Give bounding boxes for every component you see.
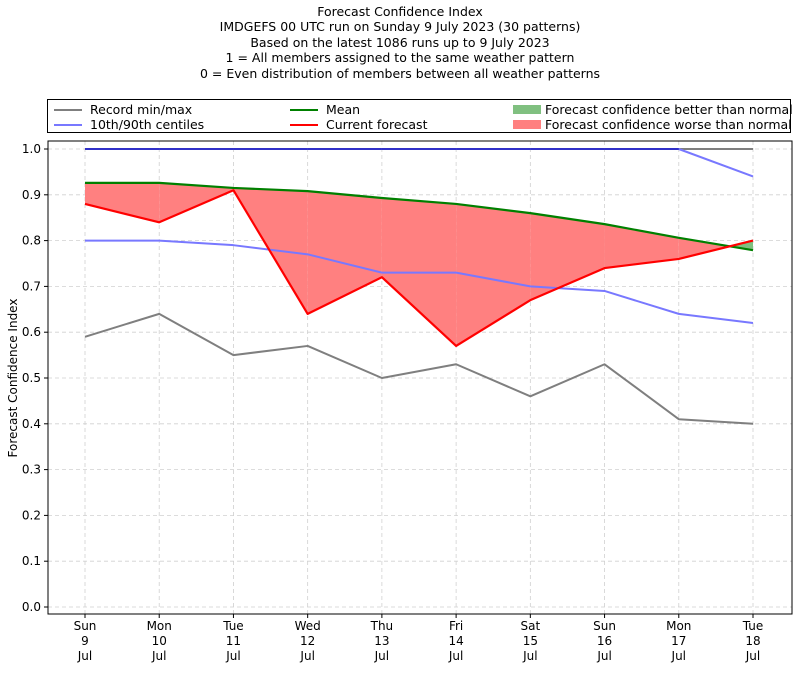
x-tick-label: Fri — [449, 619, 463, 633]
legend-swatch-record — [54, 108, 82, 111]
chart-title-block: Forecast Confidence Index IMDGEFS 00 UTC… — [0, 4, 800, 81]
x-tick-label: Jul — [374, 649, 389, 663]
legend-label-record: Record min/max — [90, 102, 193, 117]
x-tick-label: Jul — [151, 649, 166, 663]
y-tick-label: 0.2 — [22, 508, 41, 522]
x-tick-label: Tue — [222, 619, 244, 633]
x-tick-label: Sun — [74, 619, 97, 633]
legend-item-record: Record min/max — [54, 102, 192, 117]
x-tick-label: Sun — [593, 619, 616, 633]
legend-label-better: Forecast confidence better than normal — [545, 102, 793, 117]
y-tick-label: 0.9 — [22, 188, 41, 202]
centile-90-line — [85, 148, 754, 178]
x-tick-label: Jul — [745, 649, 760, 663]
confidence-fills — [85, 182, 753, 346]
chart-subtitle-basis: Based on the latest 1086 runs up to 9 Ju… — [250, 34, 550, 50]
legend-swatch-current — [290, 123, 318, 126]
chart-title: Forecast Confidence Index — [317, 4, 483, 19]
y-tick-label: 0.1 — [22, 554, 41, 568]
x-tick-label: Jul — [448, 649, 463, 663]
y-axis-label: Forecast Confidence Index — [6, 299, 20, 458]
legend-swatch-worse — [513, 120, 541, 129]
x-tick-label: Jul — [225, 649, 240, 663]
x-tick-label: 17 — [671, 634, 686, 648]
legend-item-worse: Forecast confidence worse than normal — [513, 117, 792, 132]
fill-worse-than-normal — [159, 182, 234, 223]
y-tick-label: 0.7 — [22, 279, 41, 293]
x-tick-label: Mon — [666, 619, 691, 633]
x-tick-label: Wed — [295, 619, 321, 633]
x-tick-label: Sat — [520, 619, 540, 633]
legend-item-better: Forecast confidence better than normal — [513, 102, 793, 117]
legend-item-current: Current forecast — [290, 117, 427, 132]
chart-subtitle-run: IMDGEFS 00 UTC run on Sunday 9 July 2023… — [219, 19, 581, 35]
x-tick-label: 15 — [523, 634, 538, 648]
y-tick-label: 0.3 — [22, 463, 41, 477]
x-tick-label: Jul — [77, 649, 92, 663]
y-tick-label: 0.5 — [22, 371, 41, 385]
x-tick-label: Jul — [671, 649, 686, 663]
series-lines — [84, 148, 754, 425]
x-tick-label: 13 — [374, 634, 389, 648]
x-tick-label: Tue — [742, 619, 764, 633]
fill-worse-than-normal — [85, 182, 160, 223]
current-forecast-line — [84, 189, 754, 348]
y-tick-label: 0.8 — [22, 234, 41, 248]
legend-swatch-mean — [290, 108, 318, 111]
x-tick-label: Mon — [147, 619, 172, 633]
x-tick-label: Jul — [596, 649, 611, 663]
legend-label-current: Current forecast — [326, 117, 428, 132]
x-tick-label: Jul — [522, 649, 537, 663]
x-tick-label: 12 — [300, 634, 315, 648]
x-axis: Sun9JulMon10JulTue11JulWed12JulThu13JulF… — [74, 614, 764, 663]
mean-line — [85, 181, 754, 252]
legend-label-worse: Forecast confidence worse than normal — [545, 117, 792, 132]
x-tick-label: 11 — [226, 634, 241, 648]
x-tick-label: Thu — [370, 619, 394, 633]
fill-worse-than-normal — [678, 237, 730, 259]
x-tick-label: 10 — [152, 634, 167, 648]
legend-label-centiles: 10th/90th centiles — [90, 117, 205, 132]
legend-label-mean: Mean — [326, 102, 361, 117]
y-tick-label: 0.4 — [22, 417, 41, 431]
chart-subtitle-one: 1 = All members assigned to the same wea… — [225, 50, 575, 66]
legend: Record min/max 10th/90th centiles Mean C… — [47, 99, 793, 133]
y-axis: 0.0 0.1 0.2 0.3 0.4 0.5 0.6 0.7 0.8 0.9 1.0 — [22, 142, 48, 614]
legend-swatch-better — [513, 105, 541, 114]
y-tick-label: 0.6 — [22, 325, 41, 339]
centile-10-line — [85, 239, 754, 325]
x-tick-label: 16 — [597, 634, 612, 648]
fill-worse-than-normal — [530, 213, 605, 301]
x-tick-label: Jul — [299, 649, 314, 663]
fill-worse-than-normal — [307, 191, 382, 314]
x-tick-label: 9 — [81, 634, 89, 648]
legend-swatch-centiles — [54, 123, 82, 126]
y-tick-label: 1.0 — [22, 142, 41, 156]
x-tick-label: 18 — [745, 634, 760, 648]
y-tick-label: 0.0 — [22, 600, 41, 614]
chart-subtitle-zero: 0 = Even distribution of members between… — [199, 65, 601, 81]
legend-item-mean: Mean — [290, 102, 360, 117]
record-min-line — [84, 312, 754, 425]
x-tick-label: 14 — [448, 634, 463, 648]
legend-item-centiles: 10th/90th centiles — [54, 117, 204, 132]
